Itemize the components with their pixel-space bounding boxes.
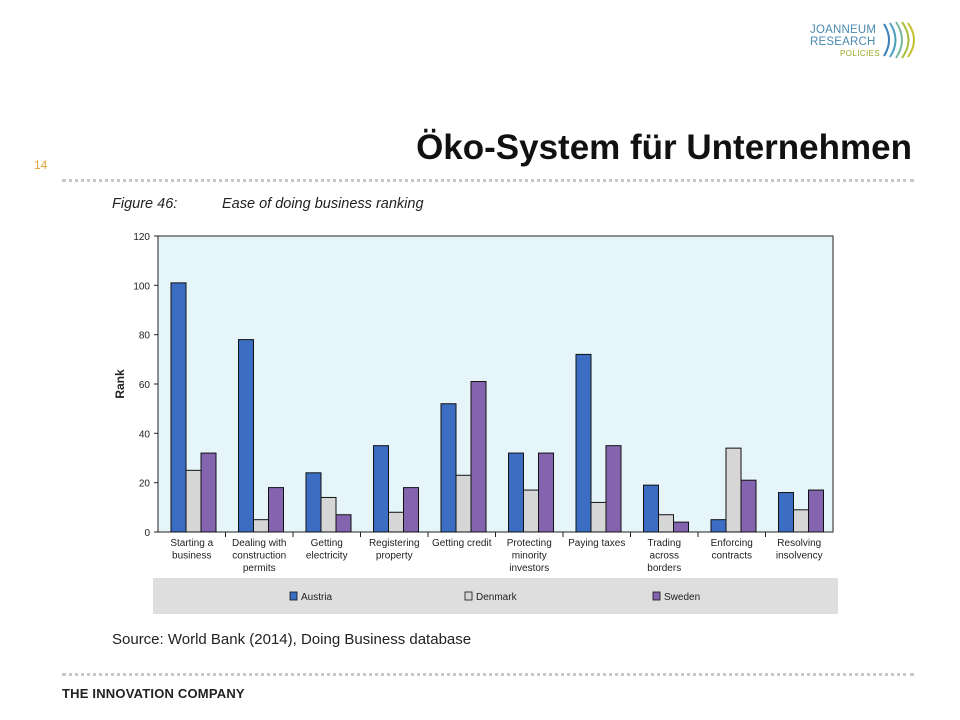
legend-box	[153, 578, 838, 614]
y-tick-label: 100	[133, 281, 150, 292]
bar-denmark	[725, 447, 742, 533]
bar-chart: 0 20 40 60 80 100 120 Rank Starting a business Dea…	[113, 232, 838, 614]
bar-austria	[508, 452, 524, 533]
x-tick-label: Getting	[311, 538, 343, 549]
x-tick-label: Starting a	[170, 538, 213, 549]
x-tick-label: borders	[647, 563, 681, 574]
footer-tagline: THE INNOVATION COMPANY	[62, 686, 245, 701]
y-tick-label: 60	[139, 380, 151, 391]
logo-text-line1: JOANNEUM	[810, 24, 877, 36]
top-divider	[62, 179, 914, 182]
x-tick-label: investors	[509, 563, 549, 574]
logo-arcs-icon	[883, 21, 915, 59]
x-tick-label: electricity	[306, 551, 348, 562]
bar-denmark	[388, 511, 404, 533]
x-tick-label: business	[172, 551, 211, 562]
x-tick-label: contracts	[711, 551, 752, 562]
legend-swatch-sweden	[652, 591, 661, 601]
bar-denmark	[658, 514, 674, 533]
bar-sweden	[673, 521, 689, 533]
bar-sweden	[605, 445, 622, 533]
bar-sweden	[740, 479, 757, 533]
y-tick-label: 80	[139, 331, 151, 342]
bar-sweden	[470, 381, 487, 533]
legend-swatch-austria	[289, 591, 298, 601]
bar-sweden	[808, 489, 824, 533]
x-tick-label: minority	[512, 551, 547, 562]
x-tick-label: insolvency	[776, 551, 823, 562]
bar-austria	[778, 492, 794, 533]
legend-swatch-denmark	[464, 591, 473, 601]
bar-sweden	[200, 452, 217, 533]
source-note: Source: World Bank (2014), Doing Busines…	[112, 631, 472, 648]
x-tick-label: Trading	[647, 538, 681, 549]
y-tick-label: 20	[139, 479, 151, 490]
x-tick-label: permits	[243, 563, 276, 574]
bar-sweden	[268, 487, 284, 533]
legend-label-austria: Austria	[301, 592, 333, 603]
bottom-divider	[62, 673, 914, 676]
slide-title: Öko-System für Unternehmen	[416, 128, 912, 167]
x-tick-label: across	[650, 551, 679, 562]
bar-sweden	[538, 452, 554, 533]
x-tick-label: Enforcing	[711, 538, 753, 549]
bar-austria	[575, 353, 592, 533]
plot-area	[157, 235, 834, 533]
x-tick-label: Getting credit	[432, 538, 492, 549]
y-tick-label: 120	[133, 232, 150, 243]
bar-denmark	[455, 474, 472, 533]
x-tick-label: property	[376, 551, 413, 562]
logo-text-line3: POLICIES	[840, 49, 881, 58]
logo-text-line2: RESEARCH	[810, 36, 876, 48]
bar-denmark	[793, 509, 809, 533]
bar-austria	[440, 403, 457, 533]
bar-austria	[170, 282, 187, 533]
y-tick-label: 0	[144, 528, 150, 539]
bar-denmark	[523, 489, 539, 533]
bar-denmark	[185, 469, 202, 533]
bar-austria	[305, 472, 322, 533]
figure-label: Figure 46:	[112, 196, 178, 212]
x-tick-label: Protecting	[507, 538, 552, 549]
bar-denmark	[590, 501, 607, 533]
bar-denmark	[320, 496, 337, 533]
y-tick-label: 40	[139, 429, 151, 440]
joanneum-research-logo: JOANNEUM RESEARCH POLICIES	[806, 20, 926, 66]
bar-sweden	[335, 514, 352, 533]
bar-austria	[373, 445, 389, 533]
bar-denmark	[253, 519, 269, 533]
x-tick-label: Registering	[369, 538, 420, 549]
slide-number: 14	[34, 158, 48, 172]
x-tick-label: Paying taxes	[568, 538, 625, 549]
bar-austria	[238, 339, 254, 533]
bar-sweden	[403, 487, 419, 533]
x-tick-label: Dealing with	[232, 538, 286, 549]
bar-austria	[643, 484, 659, 533]
bar-austria	[710, 519, 727, 533]
x-tick-label: Resolving	[777, 538, 821, 549]
x-tick-label: construction	[232, 551, 286, 562]
figure-title: Ease of doing business ranking	[222, 196, 424, 212]
y-axis-label: Rank	[113, 369, 127, 399]
legend-label-sweden: Sweden	[664, 592, 700, 603]
legend-label-denmark: Denmark	[476, 592, 518, 603]
